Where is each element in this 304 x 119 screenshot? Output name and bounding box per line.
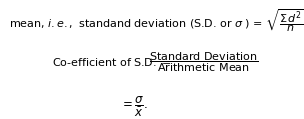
Text: Co-efficient of S.D. $=$: Co-efficient of S.D. $=$ (52, 56, 171, 68)
Text: mean, $i.e.,$ standand deviation (S.D. or $\sigma$ ) = $\sqrt{\dfrac{\Sigma\, d^: mean, $i.e.,$ standand deviation (S.D. o… (9, 8, 304, 35)
Text: $\dfrac{\text{Standard Deviation}}{\text{Arithmetic Mean}}$: $\dfrac{\text{Standard Deviation}}{\text… (149, 50, 258, 74)
Text: $= \dfrac{\sigma}{\bar{x}}$.: $= \dfrac{\sigma}{\bar{x}}$. (120, 95, 148, 119)
